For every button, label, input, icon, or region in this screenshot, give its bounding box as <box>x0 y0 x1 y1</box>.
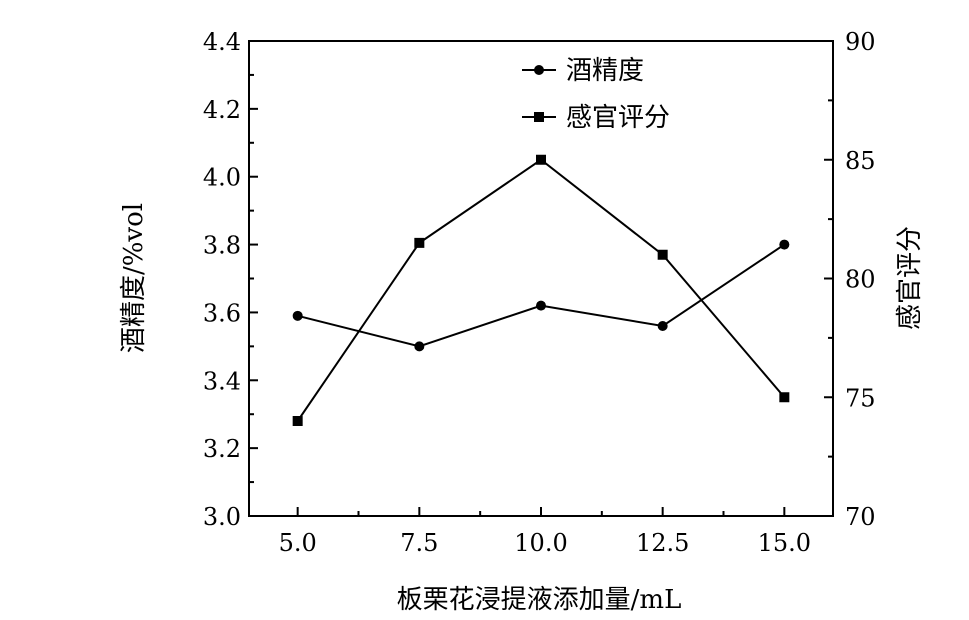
y-left-tick-label: 4.4 <box>203 28 241 56</box>
x-tick-label: 15.0 <box>758 529 811 557</box>
y-left-tick-label: 3.6 <box>203 299 241 327</box>
y-right-tick-label: 75 <box>845 384 876 412</box>
x-tick-label: 10.0 <box>514 529 567 557</box>
series-point-square <box>292 416 303 426</box>
y-right-tick-label: 85 <box>845 147 876 175</box>
y-left-tick-label: 3.0 <box>203 503 241 531</box>
y-left-axis-ticks: 3.0 3.2 3.4 3.6 3.8 4.0 4.2 4.4 <box>203 28 258 531</box>
y-left-tick-label: 3.2 <box>203 435 241 463</box>
series-line-1 <box>296 158 786 422</box>
series-point-circle <box>414 341 425 352</box>
x-tick-label: 5.0 <box>279 529 317 557</box>
y-left-tick-label: 4.0 <box>203 164 241 192</box>
series-point-square <box>657 249 668 260</box>
y-left-tick-label: 4.2 <box>203 96 241 124</box>
series-point-circle <box>779 239 790 250</box>
y-right-tick-label: 70 <box>845 503 876 531</box>
y-left-axis-title: 酒精度/%vol <box>119 203 149 353</box>
series-line-0 <box>297 243 785 348</box>
x-axis-ticks: 5.0 7.5 10.0 12.5 15.0 <box>279 507 811 557</box>
x-axis-title: 板栗花浸提液添加量/mL <box>397 585 682 615</box>
legend-label: 酒精度 <box>566 56 644 86</box>
legend-marker-circle <box>534 65 544 75</box>
y-right-tick-label: 80 <box>845 266 876 294</box>
series-point-circle <box>657 321 668 331</box>
y-right-axis-ticks: 70 75 80 85 90 <box>824 28 876 531</box>
legend-marker-square <box>534 112 544 122</box>
y-left-tick-label: 3.8 <box>203 232 241 260</box>
series-point-square <box>779 392 790 403</box>
series-point-circle <box>536 300 546 311</box>
series-point-square <box>536 154 546 165</box>
y-right-axis-title: 感官评分 <box>895 226 925 330</box>
y-left-tick-label: 3.4 <box>203 367 241 395</box>
series-layer <box>292 154 790 426</box>
x-tick-label: 12.5 <box>636 529 689 557</box>
series-point-circle <box>292 310 303 321</box>
legend-label: 感官评分 <box>566 103 670 133</box>
series-point-square <box>414 237 425 248</box>
x-tick-label: 7.5 <box>400 529 438 557</box>
y-right-tick-label: 90 <box>845 28 876 56</box>
